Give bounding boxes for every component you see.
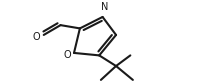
Text: N: N — [101, 2, 108, 12]
Text: O: O — [63, 50, 71, 60]
Text: O: O — [33, 32, 40, 42]
